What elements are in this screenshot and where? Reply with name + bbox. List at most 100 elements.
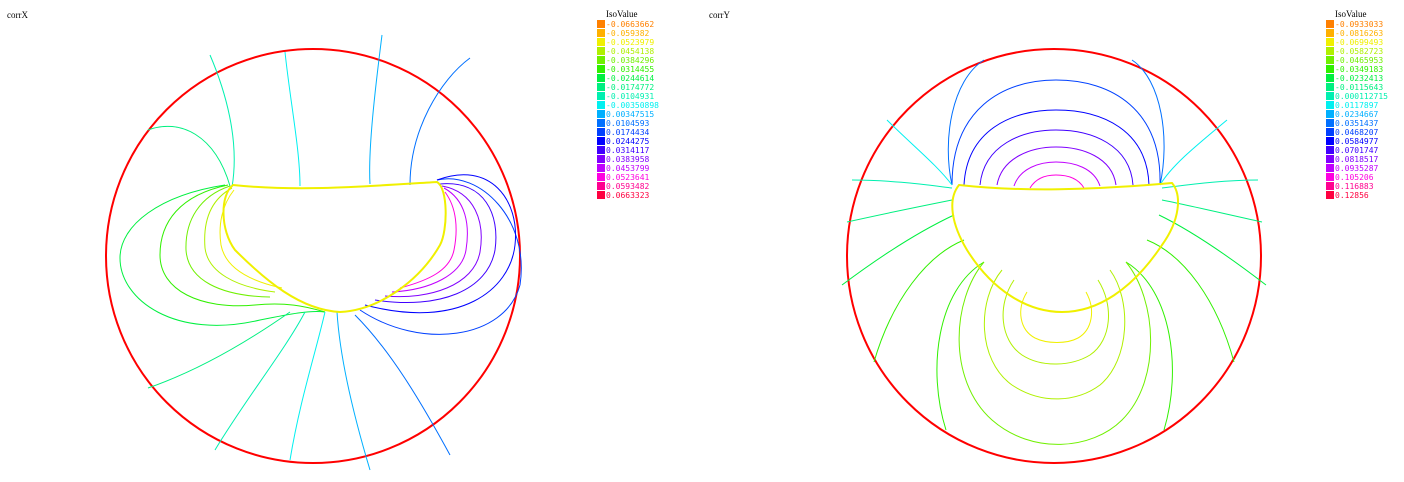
- legend-value: -0.0115643: [1335, 83, 1384, 92]
- isoline: [214, 311, 306, 451]
- isoline: [1029, 174, 1085, 189]
- legend-swatch: [1326, 47, 1334, 55]
- legend-value: 0.0593482: [606, 182, 650, 191]
- legend-swatch: [597, 38, 605, 46]
- legend-value: 0.0453799: [606, 164, 650, 173]
- isoline: [851, 179, 953, 189]
- legend-value: 0.12856: [1335, 191, 1369, 200]
- legend-swatch: [1326, 182, 1334, 190]
- legend-entry: 0.0314117: [597, 146, 707, 155]
- isoline: [147, 125, 231, 187]
- isoline: [409, 57, 471, 186]
- legend-swatch: [597, 119, 605, 127]
- panel-title: corrY: [709, 10, 730, 20]
- legend-swatch: [597, 101, 605, 109]
- legend-entry: -0.0244614: [597, 74, 707, 83]
- legend-entry: -0.0349183: [1326, 65, 1404, 74]
- legend-entry: 0.0383958: [597, 155, 707, 164]
- isoline: [1158, 214, 1267, 286]
- legend-entry: -0.0454138: [597, 47, 707, 56]
- legend-entry: 0.0234667: [1326, 110, 1404, 119]
- legend-swatch: [597, 65, 605, 73]
- legend-entry: 0.12856: [1326, 191, 1404, 200]
- legend-entry: -0.0699493: [1326, 38, 1404, 47]
- isoline: [219, 189, 283, 289]
- isoline: [886, 119, 953, 186]
- legend-value: 0.0584977: [1335, 137, 1379, 146]
- legend-entry: -0.0115643: [1326, 83, 1404, 92]
- outer-boundary-circle: [105, 48, 521, 464]
- legend-value: 0.0383958: [606, 155, 650, 164]
- isoline: [209, 54, 235, 188]
- legend-entry: 0.116883: [1326, 182, 1404, 191]
- legend-value: -0.0232413: [1335, 74, 1384, 83]
- isoline: [147, 311, 291, 389]
- legend-entry: 0.00347515: [597, 110, 707, 119]
- legend-value: -0.0523979: [606, 38, 655, 47]
- legend-title: IsoValue: [606, 9, 638, 19]
- legend-value: -0.0244614: [606, 74, 655, 83]
- legend-entry: -0.0104931: [597, 92, 707, 101]
- isoline: [841, 214, 955, 286]
- corrx-panel: corrX IsoValue -0.0663662 -0.059382 -0.052…: [7, 9, 659, 471]
- legend-swatch: [1326, 74, 1334, 82]
- legend-swatch: [597, 146, 605, 154]
- legend-entry: 0.0453799: [597, 164, 707, 173]
- corry-panel: corrY IsoValue -0.0933033 -0.0816263 -0.06…: [702, 0, 1404, 482]
- legend-swatch: [597, 29, 605, 37]
- legend-value: -0.0384296: [606, 56, 655, 65]
- inner-boundary: [951, 181, 1179, 314]
- legend-list: -0.0933033 -0.0816263 -0.0699493 -0.0582723…: [1326, 20, 1404, 200]
- legend-entry: -0.0816263: [1326, 29, 1404, 38]
- corrx-isoline-plot: [105, 34, 522, 471]
- legend-value: -0.0582723: [1335, 47, 1384, 56]
- legend-value: -0.0104931: [606, 92, 655, 101]
- legend-value: 0.000112715: [1335, 92, 1388, 101]
- legend-swatch: [597, 20, 605, 28]
- legend-entry: -0.00350898: [597, 101, 707, 110]
- legend-swatch: [1326, 29, 1334, 37]
- isoline: [947, 59, 985, 186]
- legend-swatch: [1326, 83, 1334, 91]
- legend-entry: -0.0582723: [1326, 47, 1404, 56]
- isoline: [1013, 161, 1101, 187]
- legend-swatch: [1326, 164, 1334, 172]
- legend-value: 0.0117897: [1335, 101, 1379, 110]
- legend-entry: -0.0663662: [597, 20, 707, 29]
- legend-entry: 0.0523641: [597, 173, 707, 182]
- isoline: [951, 79, 1161, 186]
- legend-value: 0.116883: [1335, 182, 1374, 191]
- legend-value: 0.0104593: [606, 119, 650, 128]
- legend-value: 0.0314117: [606, 146, 650, 155]
- isoline: [936, 261, 1173, 431]
- outer-boundary-circle: [846, 48, 1262, 464]
- legend-value: 0.0234667: [1335, 110, 1379, 119]
- legend-list: -0.0663662 -0.059382 -0.0523979 -0.0454138-…: [597, 20, 707, 200]
- legend-value: 0.0701747: [1335, 146, 1379, 155]
- legend-value: 0.0174434: [606, 128, 650, 137]
- isoline: [359, 284, 521, 335]
- isoline: [436, 178, 522, 286]
- legend-entry: 0.0593482: [597, 182, 707, 191]
- isoline: [873, 239, 965, 363]
- legend-swatch: [1326, 146, 1334, 154]
- legend-entry: 0.0818517: [1326, 155, 1404, 164]
- legend-title: IsoValue: [1335, 9, 1367, 19]
- isoline: [1146, 239, 1235, 363]
- legend-swatch: [1326, 191, 1334, 199]
- legend-entry: -0.059382: [597, 29, 707, 38]
- isoline: [364, 174, 517, 314]
- legend-entry: 0.000112715: [1326, 92, 1404, 101]
- legend-entry: -0.0933033: [1326, 20, 1404, 29]
- legend-entry: -0.0465953: [1326, 56, 1404, 65]
- legend-value: -0.059382: [606, 29, 650, 38]
- legend-swatch: [1326, 137, 1334, 145]
- isoline: [958, 261, 1152, 445]
- legend-value: -0.0349183: [1335, 65, 1384, 74]
- isoline: [384, 185, 482, 298]
- legend-swatch: [597, 110, 605, 118]
- legend-entry: 0.0584977: [1326, 137, 1404, 146]
- legend-swatch: [1326, 101, 1334, 109]
- legend-value: -0.0465953: [1335, 56, 1384, 65]
- isoline: [979, 129, 1134, 186]
